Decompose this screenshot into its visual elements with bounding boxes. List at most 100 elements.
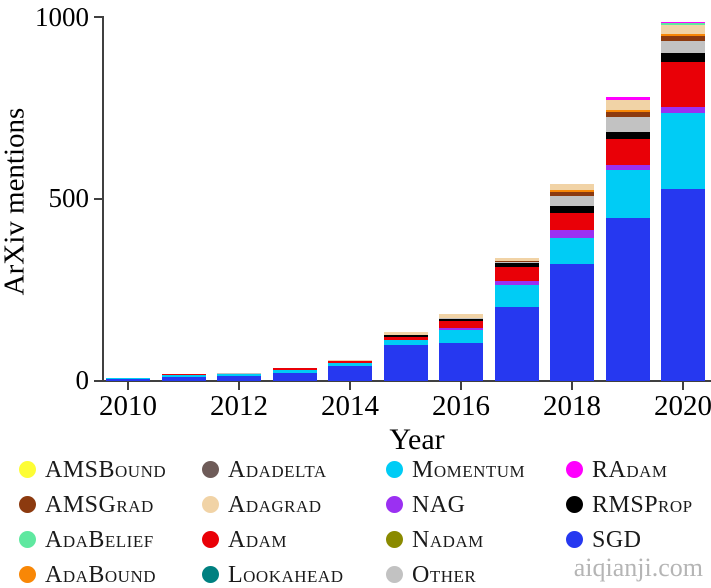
bar-segment-amsgrad-2019 (605, 111, 650, 117)
bar-segment-momentum-2010 (106, 378, 150, 380)
watermark: aiqianji.com (573, 553, 703, 582)
bar-segment-other-2018 (550, 196, 594, 207)
bar-segment-momentum-2011 (161, 375, 206, 378)
bar-segment-sgd-2012 (217, 375, 261, 381)
bar-segment-momentum-2016 (439, 330, 483, 344)
bar-segment-nag-2016 (439, 328, 483, 331)
bar-segment-other-2020 (661, 41, 705, 54)
bar-segment-sgd-2013 (272, 372, 317, 381)
bar-segment-amsgrad-2018 (550, 191, 594, 197)
bar-segment-other-2012 (217, 372, 261, 374)
bar-segment-nag-2020 (661, 106, 705, 114)
bar-segment-rmsprop-2020 (661, 53, 705, 62)
bar-segment-nag-2019 (605, 165, 650, 171)
legend-label-nag: NAG (412, 491, 466, 518)
legend-swatch-adadelta-icon (202, 461, 219, 478)
legend-label-lookahead: Lookahead (228, 561, 344, 588)
bar-segment-adagrad-2020 (661, 25, 705, 34)
legend-label-rmsprop: RMSProp (592, 491, 693, 518)
x-axis-label: Year (389, 423, 445, 456)
bar-segment-adabound-2019 (605, 109, 650, 112)
bar-segment-other-2019 (605, 117, 650, 132)
legend: AMSBound AMSGrad AdaBelief AdaBound Adadelta… (0, 452, 711, 588)
legend-swatch-amsgrad-icon (19, 496, 36, 513)
bar-segment-other-2017 (494, 261, 539, 264)
bar-segment-adam-2019 (605, 138, 650, 165)
legend-swatch-momentum-icon (386, 461, 403, 478)
legend-item-adam: Adam (202, 522, 343, 557)
bar-segment-adam-2017 (494, 266, 539, 282)
legend-item-momentum: Momentum (386, 452, 525, 487)
y-tick-mark-1000 (94, 16, 102, 18)
x-tick-mark-2012 (238, 382, 240, 390)
legend-column-3: Momentum NAG Nadam Other (386, 452, 525, 588)
y-axis-spine (102, 16, 104, 382)
legend-label-nadam: Nadam (412, 526, 484, 553)
legend-label-adam: Adam (228, 526, 288, 553)
legend-item-adadelta: Adadelta (202, 452, 343, 487)
bar-segment-nag-2018 (550, 230, 594, 238)
bar-segment-adam-2014 (328, 361, 372, 364)
legend-label-amsbound: AMSBound (45, 456, 167, 483)
bar-segment-amsgrad-2020 (661, 35, 705, 41)
bar-segment-momentum-2014 (328, 363, 372, 367)
legend-label-sgd: SGD (592, 526, 642, 553)
legend-label-adagrad: Adagrad (228, 491, 322, 518)
bar-segment-rmsprop-2016 (439, 319, 483, 322)
y-tick-mark-500 (94, 197, 102, 200)
bar-segment-radam-2019 (605, 96, 650, 100)
legend-item-rmsprop: RMSProp (566, 487, 693, 522)
bar-segment-rmsprop-2018 (550, 206, 594, 214)
bar-segment-adam-2020 (661, 61, 705, 107)
bar-segment-momentum-2018 (550, 237, 594, 264)
legend-item-amsgrad: AMSGrad (19, 487, 166, 522)
legend-label-adadelta: Adadelta (228, 456, 327, 483)
legend-item-radam: RAdam (566, 452, 693, 487)
bar-segment-adabound-2018 (550, 190, 594, 192)
legend-item-adabelief: AdaBelief (19, 522, 166, 557)
x-tick-mark-2014 (349, 382, 351, 390)
y-tick-label-500: 500 (48, 183, 90, 214)
legend-label-radam: RAdam (592, 456, 668, 483)
bar-segment-momentum-2012 (217, 373, 261, 376)
bar-segment-adam-2011 (161, 374, 206, 376)
legend-swatch-adabound-icon (19, 566, 36, 583)
legend-swatch-radam-icon (566, 461, 583, 478)
bar-segment-sgd-2017 (494, 306, 539, 381)
bar-segment-adam-2016 (439, 321, 483, 329)
bar-segment-adagrad-2017 (494, 257, 539, 262)
bar-segment-momentum-2017 (494, 285, 539, 307)
bar-segment-amsgrad-2017 (494, 261, 539, 262)
x-tick-label-2020: 2020 (654, 390, 711, 422)
legend-item-nag: NAG (386, 487, 525, 522)
legend-swatch-other-icon (386, 566, 403, 583)
legend-column-4: RAdam RMSProp SGD (566, 452, 693, 557)
x-tick-label-2014: 2014 (321, 390, 379, 422)
bar-segment-nag-2017 (494, 281, 539, 286)
bar-segment-adam-2018 (550, 213, 594, 231)
bar-segment-sgd-2016 (439, 343, 483, 381)
legend-label-other: Other (412, 561, 477, 588)
bar-segment-momentum-2019 (605, 170, 650, 218)
bar-segment-sgd-2019 (605, 217, 650, 381)
bar-segment-sgd-2010 (106, 379, 150, 381)
x-tick-label-2012: 2012 (210, 390, 268, 422)
legend-item-adagrad: Adagrad (202, 487, 343, 522)
bar-segment-adam-2015 (383, 336, 428, 340)
x-axis-spine (102, 380, 711, 382)
legend-item-lookahead: Lookahead (202, 557, 343, 588)
legend-label-amsgrad: AMSGrad (45, 491, 154, 518)
x-tick-mark-2010 (127, 382, 129, 390)
legend-swatch-amsbound-icon (19, 461, 36, 478)
bar-segment-adagrad-2015 (383, 331, 428, 336)
legend-swatch-nag-icon (386, 496, 403, 513)
bar-segment-adabelief-2020 (661, 22, 705, 25)
bar-segment-sgd-2011 (161, 377, 206, 381)
bar-segment-adagrad-2014 (328, 359, 372, 362)
bar-segment-adagrad-2018 (550, 183, 594, 191)
bar-segment-adam-2013 (272, 367, 317, 371)
legend-label-adabelief: AdaBelief (45, 526, 154, 553)
legend-item-amsbound: AMSBound (19, 452, 166, 487)
bar-segment-momentum-2013 (272, 370, 317, 373)
